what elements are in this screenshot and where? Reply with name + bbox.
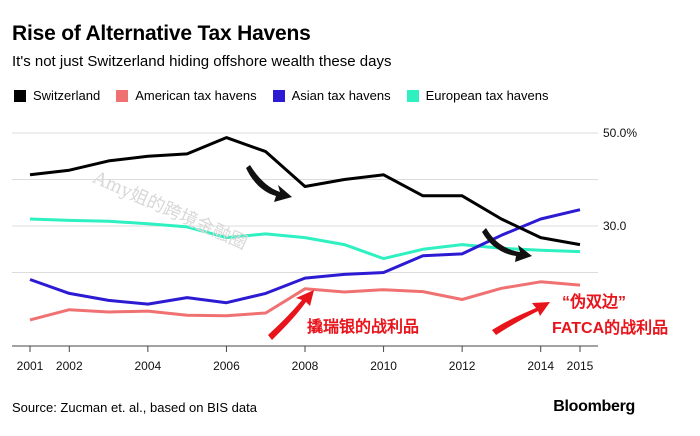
x-tick-label: 2002	[56, 359, 83, 373]
legend-label-european: European tax havens	[425, 88, 549, 103]
red-arrow-icon	[268, 290, 314, 340]
legend-swatch-switzerland	[14, 89, 26, 102]
legend-swatch-asian	[272, 89, 285, 102]
series-line-american-tax-havens	[29, 280, 581, 322]
annotation-left: 撬瑞银的战利品	[307, 317, 419, 336]
x-tick-label: 2014	[527, 359, 554, 373]
x-tick-label: 2001	[17, 359, 44, 373]
series-line-switzerland	[29, 136, 581, 247]
series-lines	[29, 136, 581, 322]
x-tick-label: 2010	[370, 359, 397, 373]
annotation-right-line1: “伪双边”	[562, 292, 626, 311]
chart-subtitle: It's not just Switzerland hiding offshor…	[12, 53, 392, 70]
watermark-text: Amy姐的跨境金融圈	[89, 167, 250, 254]
legend-label-asian: Asian tax havens	[291, 88, 391, 103]
legend-item-switzerland: Switzerland	[14, 88, 100, 103]
red-arrow-icon	[492, 302, 550, 335]
annotation-arrows	[246, 165, 550, 340]
legend-label-switzerland: Switzerland	[33, 88, 101, 103]
series-line-european-tax-havens	[29, 217, 581, 261]
chart-title: Rise of Alternative Tax Havens	[12, 22, 311, 45]
legend: Switzerland American tax havens Asian ta…	[14, 88, 549, 103]
y-tick-label: 50.0%	[603, 126, 637, 140]
black-arrow-icon	[482, 228, 532, 262]
annotation-right-line2: FATCA的战利品	[552, 318, 668, 337]
x-tick-label: 2006	[213, 359, 240, 373]
series-line-asian-tax-havens	[29, 208, 581, 306]
black-arrow-icon	[246, 165, 292, 202]
x-tick-label: 2012	[449, 359, 476, 373]
legend-item-american: American tax havens	[116, 88, 257, 103]
brand-logo: Bloomberg	[553, 398, 635, 415]
x-tick-label: 2004	[135, 359, 162, 373]
y-tick-label: 30.0	[603, 219, 627, 233]
source-note: Source: Zucman et. al., based on BIS dat…	[12, 400, 257, 415]
x-tick-label: 2008	[292, 359, 319, 373]
legend-label-american: American tax havens	[135, 88, 257, 103]
x-tick-label: 2015	[567, 359, 594, 373]
x-axis-tick-labels: 2001 2002 2004 2006 2008 2010 2012 2014 2015	[17, 346, 594, 373]
gridlines	[12, 132, 598, 347]
legend-swatch-american	[116, 89, 129, 102]
y-axis-tick-labels: 30.0 50.0%	[603, 126, 637, 233]
legend-swatch-european	[406, 89, 419, 102]
legend-item-asian: Asian tax havens	[272, 88, 391, 103]
legend-item-european: European tax havens	[406, 88, 549, 103]
